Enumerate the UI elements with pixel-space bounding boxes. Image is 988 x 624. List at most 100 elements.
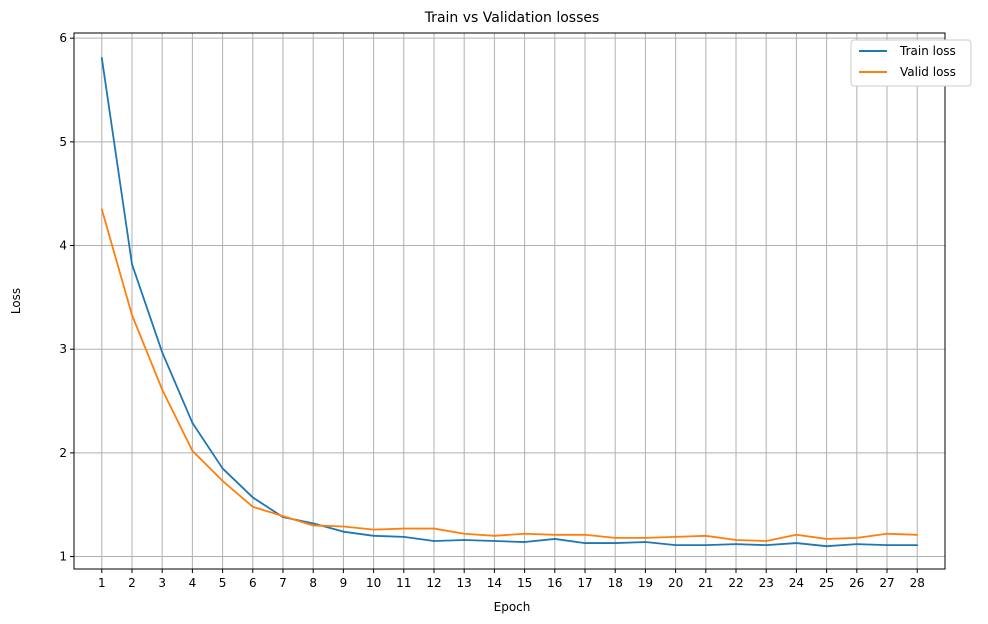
train-loss-point <box>614 542 617 544</box>
valid-loss-point <box>825 538 828 540</box>
valid-loss-point <box>795 533 798 536</box>
x-tick-label: 1 <box>98 576 106 590</box>
y-axis-ticks: 1 2 3 4 5 6 <box>59 31 74 564</box>
valid-loss-point <box>674 535 677 538</box>
x-tick-label: 18 <box>608 576 623 590</box>
valid-loss-point <box>131 314 133 316</box>
train-loss-point <box>463 539 466 541</box>
x-tick-label: 10 <box>366 576 381 590</box>
x-tick-label: 7 <box>279 576 287 590</box>
valid-loss-point <box>312 524 315 527</box>
x-tick-label: 11 <box>396 576 411 590</box>
train-loss-point <box>795 542 798 544</box>
y-tick-label: 5 <box>59 135 67 149</box>
train-loss-point <box>553 538 556 540</box>
train-loss-point <box>765 544 768 547</box>
train-loss-point <box>916 544 919 547</box>
x-tick-label: 5 <box>219 576 227 590</box>
train-loss-point <box>402 535 405 538</box>
x-tick-label: 9 <box>340 576 348 590</box>
x-tick-label: 15 <box>517 576 532 590</box>
valid-loss-point <box>523 532 526 535</box>
valid-loss-point <box>372 528 375 531</box>
train-loss-point <box>493 540 496 542</box>
valid-loss-point <box>614 536 617 539</box>
train-loss-line <box>100 57 918 548</box>
x-tick-label: 25 <box>819 576 834 590</box>
series-layer <box>100 56 919 548</box>
y-axis-label: Loss <box>9 288 23 314</box>
valid-loss-point <box>916 533 919 536</box>
x-tick-label: 24 <box>789 576 804 590</box>
valid-loss-line <box>100 209 918 542</box>
train-loss-point <box>251 496 254 499</box>
train-loss-point <box>584 542 586 544</box>
x-tick-label: 19 <box>638 576 653 590</box>
x-tick-label: 23 <box>759 576 774 590</box>
y-tick-label: 4 <box>59 239 67 253</box>
train-loss-point <box>191 421 194 424</box>
x-tick-label: 13 <box>457 576 472 590</box>
train-loss-point <box>161 351 164 354</box>
x-axis-ticks: 1 2 3 4 5 6 7 8 9 10 11 12 13 14 15 16 17 18 19 20 21 22 23 24 2… <box>98 569 925 590</box>
valid-loss-point <box>402 527 405 530</box>
valid-loss-point <box>282 515 284 518</box>
train-loss-point <box>100 56 103 59</box>
x-axis-label: Epoch <box>494 600 531 614</box>
x-tick-label: 4 <box>189 576 197 590</box>
x-tick-label: 6 <box>249 576 257 590</box>
x-tick-label: 8 <box>309 576 317 590</box>
x-tick-label: 26 <box>849 576 864 590</box>
x-tick-label: 27 <box>879 576 894 590</box>
x-tick-label: 17 <box>577 576 592 590</box>
valid-loss-point <box>584 533 586 536</box>
x-tick-label: 3 <box>158 576 166 590</box>
valid-loss-point <box>765 540 768 542</box>
valid-loss-point <box>553 533 556 536</box>
train-loss-point <box>886 544 888 547</box>
train-loss-point <box>523 541 526 543</box>
valid-loss-point <box>221 479 224 482</box>
valid-loss-point <box>100 208 103 211</box>
legend-train-label: Train loss <box>899 44 956 58</box>
y-tick-label: 3 <box>59 342 67 356</box>
x-tick-label: 12 <box>426 576 441 590</box>
x-tick-label: 14 <box>487 576 502 590</box>
plot-area-frame <box>73 32 946 570</box>
x-tick-label: 16 <box>547 576 562 590</box>
legend: Train loss Valid loss <box>850 39 972 87</box>
valid-loss-point <box>886 532 888 535</box>
valid-loss-point <box>704 534 707 537</box>
train-loss-point <box>674 544 677 547</box>
valid-loss-point <box>463 532 466 535</box>
y-tick-label: 1 <box>59 550 67 564</box>
y-tick-label: 6 <box>59 31 67 45</box>
train-loss-point <box>342 530 345 533</box>
x-tick-label: 22 <box>728 576 743 590</box>
train-loss-point <box>433 540 435 542</box>
valid-loss-point <box>433 527 435 530</box>
valid-loss-point <box>855 536 858 539</box>
valid-loss-point <box>251 505 254 508</box>
train-loss-point <box>644 541 647 543</box>
valid-loss-point <box>644 536 647 539</box>
train-loss-point <box>855 543 858 546</box>
x-tick-label: 20 <box>668 576 683 590</box>
valid-loss-point <box>191 449 194 452</box>
valid-loss-point <box>735 539 737 541</box>
legend-valid-label: Valid loss <box>900 65 956 79</box>
valid-loss-point <box>493 534 496 537</box>
x-tick-label: 28 <box>910 576 925 590</box>
y-tick-label: 2 <box>59 446 67 460</box>
train-loss-point <box>131 263 133 266</box>
x-tick-label: 2 <box>128 576 136 590</box>
train-loss-point <box>312 522 315 525</box>
chart-title: Train vs Validation losses <box>424 10 600 26</box>
train-loss-point <box>221 467 224 470</box>
valid-loss-point <box>342 525 345 528</box>
grid <box>74 33 945 569</box>
x-tick-label: 21 <box>698 576 713 590</box>
train-loss-point <box>704 544 707 547</box>
train-loss-point <box>372 534 375 537</box>
